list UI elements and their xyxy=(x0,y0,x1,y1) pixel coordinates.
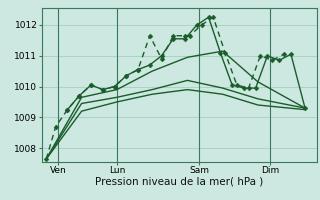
X-axis label: Pression niveau de la mer( hPa ): Pression niveau de la mer( hPa ) xyxy=(95,177,263,187)
